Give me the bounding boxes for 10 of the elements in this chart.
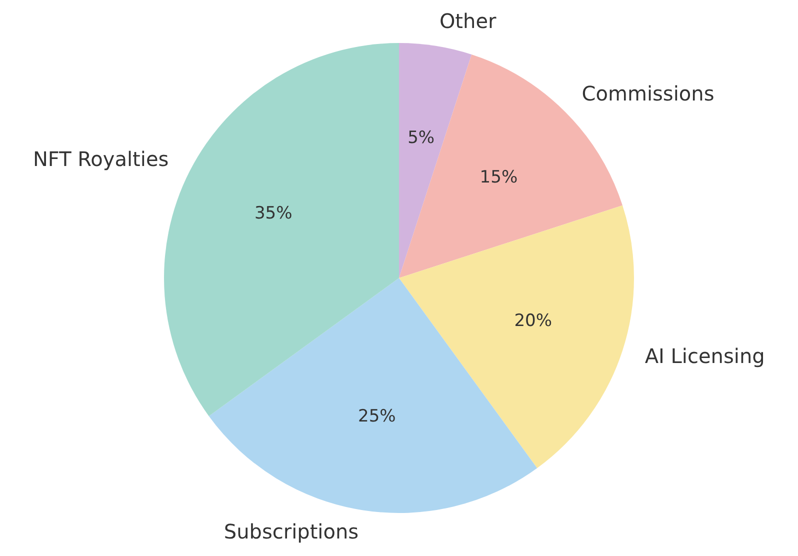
data-label: 20% <box>514 310 552 331</box>
slice-label: Subscriptions <box>224 520 359 544</box>
slice-label: Commissions <box>582 81 714 106</box>
data-label: 5% <box>408 128 435 148</box>
slice-label: Other <box>439 8 498 33</box>
data-label: 15% <box>480 168 518 188</box>
slice-label: NFT Royalties <box>32 146 169 171</box>
slice-label: AI Licensing <box>644 344 765 368</box>
data-label: 25% <box>358 406 396 427</box>
data-label: 35% <box>254 203 292 224</box>
